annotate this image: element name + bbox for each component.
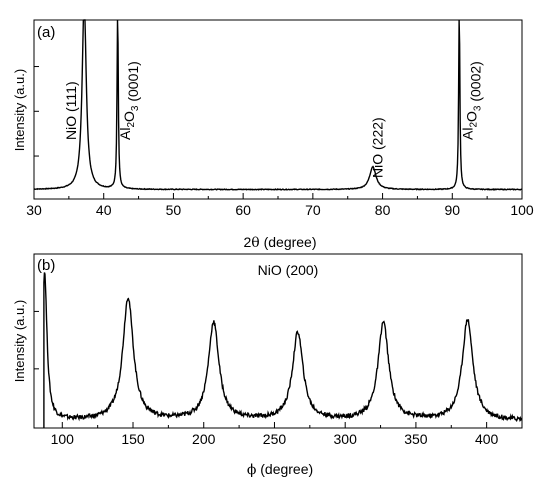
x-tick-label: 250 (263, 431, 287, 447)
panel-label-a: (a) (37, 24, 55, 41)
y-axis-label-b: Intensity (a.u.) (12, 300, 27, 382)
x-tick-label: 200 (192, 431, 216, 447)
x-tick-label: 70 (305, 202, 321, 218)
theta-symbol: θ (251, 235, 259, 251)
chart-title-b: NiO (200) (258, 262, 319, 278)
x-tick-label: 40 (96, 202, 112, 218)
plot-frame-a (33, 19, 523, 200)
y-ticks-b (34, 310, 39, 370)
phi-scan-curve-b (43, 272, 523, 428)
x-axis-label-a: 2θ (degree) (243, 234, 316, 251)
x-tick-label: 300 (334, 431, 358, 447)
panel-a: 30 40 50 60 70 80 90 100 NiO (111) Al2O3 (0001)N… (12, 19, 534, 251)
x-ticks-a: 30 40 50 60 70 80 90 100 (26, 193, 534, 218)
panel-b: 100 150 200 250 300 350 400 (b) NiO (200) Inte… (12, 253, 523, 478)
peak-annotation: Al2O3 (0002) (460, 61, 484, 140)
x-tick-label: 60 (235, 202, 251, 218)
phi-symbol: ϕ (247, 462, 257, 478)
panel-label-b: (b) (37, 257, 55, 274)
x-tick-label: 100 (510, 202, 534, 218)
peak-annotation: NiO (111) (63, 81, 79, 140)
x-tick-label: 80 (375, 202, 391, 218)
peak-annotation: NiO (222) (370, 117, 386, 178)
x-axis-label-b: ϕ (degree) (247, 461, 313, 478)
x-tick-label: 90 (444, 202, 460, 218)
x-tick-label: 50 (166, 202, 182, 218)
x-tick-label: 30 (26, 202, 42, 218)
x-ticks-b: 100 150 200 250 300 350 400 (51, 422, 499, 447)
peak-annotations-a: NiO (111) Al2O3 (0001) NiO (222) Al2O3 (000… (63, 61, 484, 178)
plot-frame-b (33, 253, 523, 429)
x-tick-label: 400 (475, 431, 499, 447)
y-ticks-a (34, 66, 39, 157)
x-tick-label: 100 (51, 431, 75, 447)
xrd-curve-a (33, 19, 523, 191)
peak-annotation: Al2O3 (0001) (117, 61, 141, 140)
x-tick-label: 150 (121, 431, 145, 447)
x-tick-label: 350 (404, 431, 428, 447)
y-axis-label-a: Intensity (a.u.) (12, 69, 27, 151)
